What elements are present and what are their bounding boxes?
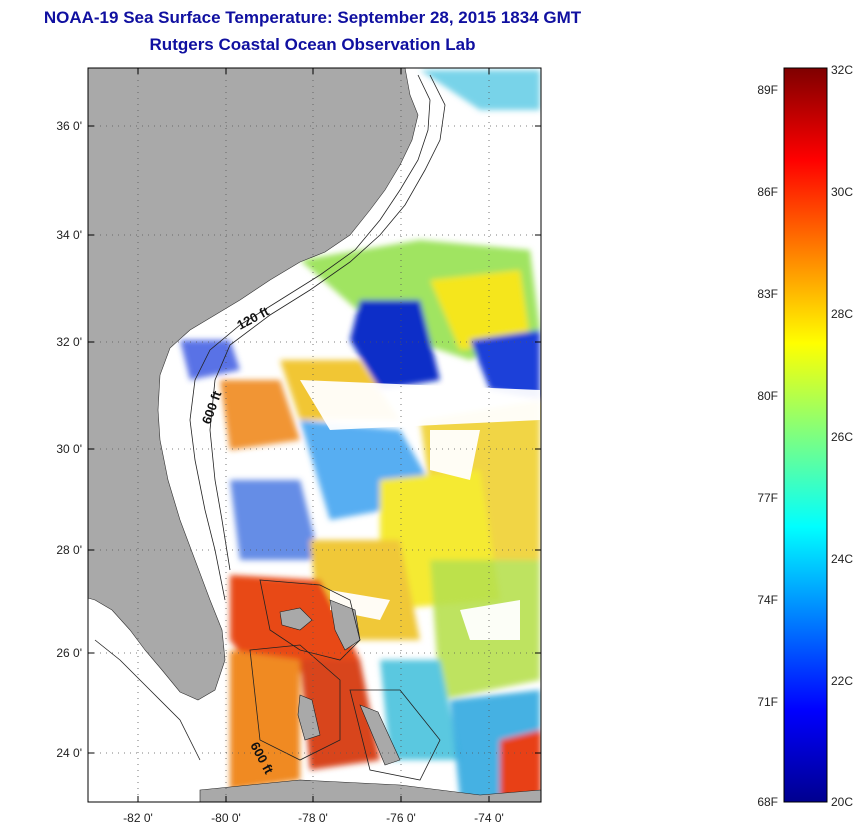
lat-tick-label: 34 0' xyxy=(56,228,82,242)
map-title: NOAA-19 Sea Surface Temperature: Septemb… xyxy=(43,8,582,27)
colorbar-c-label: 22C xyxy=(831,674,853,688)
plot-frame xyxy=(87,67,542,803)
lat-tick-label: 36 0' xyxy=(56,119,82,133)
map-subtitle: Rutgers Coastal Ocean Observation Lab xyxy=(149,35,476,54)
lon-tick-label: -76 0' xyxy=(386,811,416,825)
lon-tick-label: -78 0' xyxy=(298,811,328,825)
islands xyxy=(199,599,541,802)
colorbar xyxy=(783,67,828,803)
colorbar-c-label: 24C xyxy=(831,552,853,566)
axis-ticks xyxy=(88,68,541,802)
colorbar-c-label: 30C xyxy=(831,185,853,199)
lon-tick-label: -80 0' xyxy=(211,811,241,825)
lat-tick-label: 32 0' xyxy=(56,335,82,349)
lon-tick-label: -82 0' xyxy=(123,811,153,825)
colorbar-f-label: 83F xyxy=(757,287,778,301)
colorbar-c-label: 20C xyxy=(831,795,853,809)
lat-tick-label: 28 0' xyxy=(56,543,82,557)
land-mainland xyxy=(88,68,419,701)
colorbar-f-label: 86F xyxy=(757,185,778,199)
colorbar-f-label: 77F xyxy=(757,491,778,505)
colorbar-f-label: 80F xyxy=(757,389,778,403)
colorbar-f-label: 89F xyxy=(757,83,778,97)
lon-tick-label: -74 0' xyxy=(474,811,504,825)
lat-tick-label: 24 0' xyxy=(56,746,82,760)
colorbar-c-label: 32C xyxy=(831,63,853,77)
colorbar-c-label: 26C xyxy=(831,430,853,444)
graticule xyxy=(88,68,541,802)
lat-tick-label: 26 0' xyxy=(56,646,82,660)
colorbar-f-label: 68F xyxy=(757,795,778,809)
bathymetry-contours xyxy=(94,74,446,781)
colorbar-c-label: 28C xyxy=(831,307,853,321)
colorbar-f-label: 74F xyxy=(757,593,778,607)
colorbar-f-label: 71F xyxy=(757,695,778,709)
lat-tick-label: 30 0' xyxy=(56,442,82,456)
